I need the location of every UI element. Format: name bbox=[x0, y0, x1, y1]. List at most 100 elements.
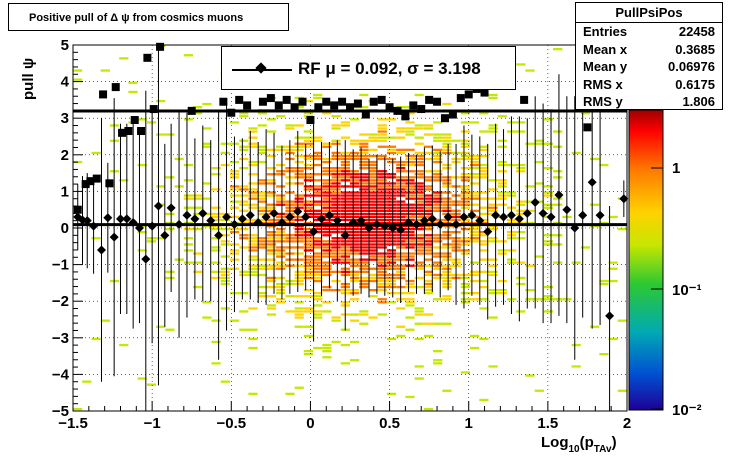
heatmap-cell bbox=[386, 191, 397, 194]
heatmap-cell bbox=[414, 285, 424, 289]
heatmap-cell bbox=[377, 173, 387, 176]
heatmap-cell bbox=[470, 346, 480, 350]
heatmap-cell bbox=[368, 148, 378, 151]
heatmap-cell bbox=[405, 264, 415, 267]
heatmap-cell bbox=[442, 243, 452, 246]
heatmap-cell bbox=[211, 340, 221, 344]
heatmap-cell bbox=[368, 188, 378, 191]
heatmap-cell bbox=[377, 118, 387, 121]
heatmap-cell bbox=[266, 237, 277, 240]
heatmap-cell bbox=[553, 221, 563, 225]
mean-marker bbox=[182, 210, 192, 220]
heatmap-cell bbox=[405, 112, 415, 115]
heatmap-cell bbox=[377, 200, 387, 203]
heatmap-cell bbox=[266, 130, 277, 133]
heatmap-cell bbox=[193, 206, 203, 209]
heatmap-cell bbox=[534, 139, 544, 142]
heatmap-cell bbox=[368, 209, 378, 212]
heatmap-cell bbox=[266, 276, 277, 280]
y-tick-label: −3 bbox=[52, 330, 69, 347]
heatmap-cell bbox=[368, 185, 378, 188]
heatmap-cell bbox=[313, 276, 323, 280]
heatmap-cell bbox=[377, 261, 387, 264]
heatmap-cell bbox=[497, 240, 507, 243]
heatmap-cell bbox=[266, 267, 277, 270]
y-tick-label: 4 bbox=[61, 74, 70, 91]
heatmap-cell bbox=[442, 270, 452, 273]
heatmap-cell bbox=[414, 212, 424, 216]
heatmap-cell bbox=[386, 148, 397, 151]
heatmap-cell bbox=[386, 264, 397, 267]
grid-lines bbox=[73, 45, 627, 411]
heatmap-cell bbox=[220, 282, 230, 286]
heatmap-cell bbox=[257, 240, 267, 243]
heatmap-cell bbox=[266, 246, 277, 249]
heatmap-cell bbox=[248, 270, 258, 273]
heatmap-cell bbox=[257, 145, 267, 148]
heatmap-cell bbox=[313, 270, 323, 273]
heatmap-cell bbox=[350, 203, 360, 206]
heatmap-cell bbox=[497, 203, 507, 206]
mean-marker bbox=[522, 208, 532, 218]
rms-marker bbox=[227, 108, 236, 117]
heatmap-cell bbox=[193, 228, 203, 231]
heatmap-cell bbox=[294, 182, 304, 185]
heatmap-cell bbox=[433, 173, 443, 176]
heatmap-cell bbox=[220, 142, 230, 145]
heatmap-cell bbox=[294, 142, 304, 145]
heatmap-cell bbox=[350, 289, 360, 292]
mean-marker bbox=[214, 230, 224, 240]
rms-marker bbox=[346, 103, 354, 112]
mean-marker bbox=[595, 210, 605, 220]
heatmap-cell bbox=[248, 240, 258, 243]
heatmap-cell bbox=[460, 206, 470, 209]
heatmap-cell bbox=[276, 231, 286, 234]
heatmap-cell bbox=[405, 258, 415, 261]
mean-marker bbox=[530, 197, 540, 207]
mean-marker bbox=[166, 203, 176, 213]
heatmap-cell bbox=[183, 249, 193, 252]
heatmap-cell bbox=[377, 206, 387, 209]
mean-marker bbox=[538, 208, 548, 218]
heatmap-cell bbox=[350, 258, 360, 261]
heatmap-cell bbox=[257, 258, 267, 261]
heatmap-cell bbox=[100, 69, 110, 72]
heatmap-cell bbox=[257, 179, 267, 182]
heatmap-cell bbox=[386, 282, 397, 286]
heatmap-cell bbox=[414, 127, 424, 130]
heatmap-cell bbox=[433, 209, 443, 212]
heatmap-cell bbox=[377, 270, 387, 273]
heatmap-cell bbox=[294, 148, 304, 151]
heatmap-cell bbox=[405, 160, 415, 164]
heatmap-cell bbox=[239, 209, 249, 212]
heatmap-cell bbox=[350, 182, 360, 185]
heatmap-cell bbox=[257, 194, 267, 197]
heatmap-cell bbox=[322, 200, 332, 203]
heatmap-cell bbox=[386, 258, 397, 261]
heatmap-cell bbox=[248, 255, 258, 258]
heatmap-cell bbox=[340, 136, 350, 139]
heatmap-cell bbox=[322, 301, 332, 304]
heatmap-cell bbox=[156, 99, 166, 103]
heatmap-cell bbox=[423, 157, 434, 161]
mean-marker bbox=[380, 221, 390, 231]
heatmap-cell bbox=[257, 237, 267, 240]
mean-marker bbox=[499, 212, 509, 222]
heatmap-cell bbox=[276, 200, 286, 203]
heatmap-cell bbox=[248, 234, 258, 237]
heatmap-cell bbox=[285, 392, 295, 395]
heatmap-cell bbox=[599, 163, 609, 167]
heatmap-cell bbox=[442, 133, 452, 136]
heatmap-cell bbox=[470, 209, 480, 212]
heatmap-cell bbox=[470, 334, 480, 338]
rms-marker bbox=[448, 110, 457, 119]
heatmap-cell bbox=[470, 167, 480, 170]
heatmap-cell bbox=[590, 203, 600, 206]
heatmap-cell bbox=[433, 170, 443, 173]
heatmap-cell bbox=[239, 139, 249, 142]
heatmap-cell bbox=[442, 182, 452, 185]
heatmap-cell bbox=[313, 203, 323, 206]
heatmap-cell bbox=[423, 279, 434, 283]
heatmap-cell bbox=[350, 194, 360, 197]
heatmap-cell bbox=[377, 212, 387, 216]
